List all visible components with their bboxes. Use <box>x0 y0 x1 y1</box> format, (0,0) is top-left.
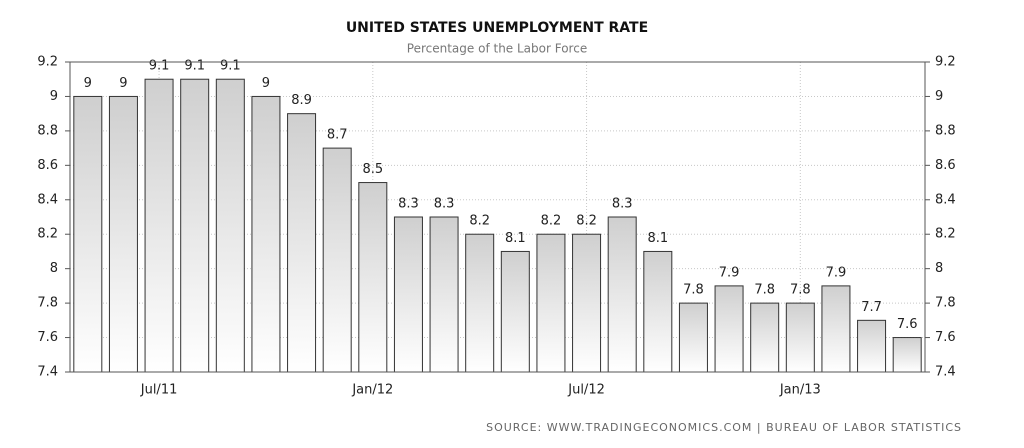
data-label: 7.8 <box>790 283 811 298</box>
y-tick-label: 8.4 <box>37 192 58 207</box>
data-label: 8.2 <box>541 214 562 229</box>
data-label: 8.1 <box>647 231 668 246</box>
y-tick-label: 9 <box>50 89 58 104</box>
y-tick-label: 8.8 <box>37 123 58 138</box>
y2-tick-label: 8 <box>935 261 943 276</box>
chart-subtitle: Percentage of the Labor Force <box>407 42 587 56</box>
data-label: 7.6 <box>897 317 918 332</box>
bar <box>358 182 388 373</box>
bar <box>322 147 352 373</box>
data-label: 7.9 <box>719 265 740 280</box>
data-label: 9 <box>262 76 270 91</box>
data-label: 7.8 <box>683 283 704 298</box>
source: SOURCE: WWW.TRADINGECONOMICS.COM | BUREA… <box>486 421 962 434</box>
y2-tick-label: 8.4 <box>935 192 956 207</box>
bar <box>643 250 673 373</box>
bar <box>180 78 210 373</box>
x-tick-label: Jul/12 <box>567 383 605 398</box>
y2-tick-label: 7.8 <box>935 296 956 311</box>
y2-tick-label: 7.4 <box>935 365 956 380</box>
bar <box>73 95 103 373</box>
data-label: 7.9 <box>826 265 847 280</box>
data-label: 9.1 <box>149 59 170 74</box>
y-tick-label: 8 <box>50 261 58 276</box>
y-tick-label: 8.2 <box>37 227 58 242</box>
bar <box>892 337 922 373</box>
y2-tick-label: 9.2 <box>935 55 956 70</box>
data-label: 8.3 <box>434 197 455 212</box>
bar <box>714 285 744 373</box>
chart-title: UNITED STATES UNEMPLOYMENT RATE <box>346 20 648 36</box>
data-label: 9 <box>119 76 127 91</box>
data-label: 7.7 <box>861 300 882 315</box>
bar <box>465 233 495 373</box>
bar <box>607 216 637 373</box>
data-label: 8.7 <box>327 128 348 143</box>
data-label: 9.1 <box>220 59 241 74</box>
bar <box>572 233 602 373</box>
bar <box>750 302 780 373</box>
bar <box>144 78 174 373</box>
bar <box>821 285 851 373</box>
bar <box>500 250 530 373</box>
bar <box>287 113 317 373</box>
bar <box>393 216 423 373</box>
y2-tick-label: 8.2 <box>935 227 956 242</box>
data-label: 8.3 <box>398 197 419 212</box>
bar <box>536 233 566 373</box>
data-label: 8.3 <box>612 197 633 212</box>
x-tick-label: Jan/13 <box>779 383 821 398</box>
y2-tick-label: 8.8 <box>935 123 956 138</box>
y-tick-label: 7.4 <box>37 365 58 380</box>
bar <box>108 95 138 373</box>
y2-tick-label: 8.6 <box>935 158 956 173</box>
data-label: 9 <box>84 76 92 91</box>
y2-tick-label: 7.6 <box>935 330 956 345</box>
data-label: 8.2 <box>576 214 597 229</box>
bar <box>857 319 887 373</box>
bar <box>251 95 281 373</box>
y-tick-label: 8.6 <box>37 158 58 173</box>
data-label: 8.5 <box>362 162 383 177</box>
y-tick-label: 7.6 <box>37 330 58 345</box>
y2-tick-label: 9 <box>935 89 943 104</box>
x-tick-label: Jul/11 <box>140 383 178 398</box>
data-label: 7.8 <box>754 283 775 298</box>
data-label: 8.1 <box>505 231 526 246</box>
y-tick-label: 7.8 <box>37 296 58 311</box>
data-label: 8.2 <box>469 214 490 229</box>
data-label: 8.9 <box>291 93 312 108</box>
bar <box>215 78 245 373</box>
bar <box>678 302 708 373</box>
bar <box>429 216 459 373</box>
data-label: 9.1 <box>184 59 205 74</box>
x-tick-label: Jan/12 <box>351 383 393 398</box>
y-tick-label: 9.2 <box>37 55 58 70</box>
bar <box>785 302 815 373</box>
plot-frame <box>69 61 926 373</box>
